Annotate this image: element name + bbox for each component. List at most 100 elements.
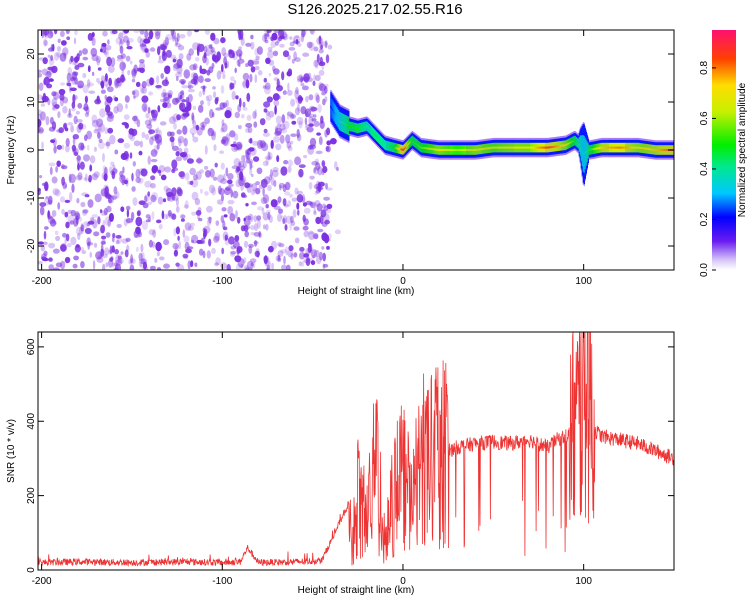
ridge-peak bbox=[512, 146, 514, 149]
speckle-dot bbox=[127, 69, 131, 76]
speckle-dot bbox=[163, 92, 171, 101]
speckle-dot bbox=[38, 118, 42, 128]
speckle-dot bbox=[192, 105, 197, 111]
speckle-dot bbox=[116, 58, 124, 62]
ridge-peak bbox=[540, 146, 542, 149]
speckle-dot bbox=[109, 257, 114, 262]
speckle-dot bbox=[177, 91, 185, 101]
speckle-dot bbox=[264, 34, 271, 40]
ridge-peak bbox=[576, 141, 579, 144]
speckle-dot bbox=[142, 102, 148, 112]
speckle-dot bbox=[267, 151, 271, 161]
speckle-dot bbox=[83, 177, 87, 181]
speckle-dot bbox=[267, 46, 273, 52]
speckle-dot bbox=[93, 231, 100, 237]
speckle-dot bbox=[141, 80, 147, 89]
speckle-dot bbox=[189, 127, 197, 135]
speckle-dot bbox=[242, 72, 250, 81]
speckle-dot bbox=[105, 44, 112, 51]
speckle-dot bbox=[149, 136, 154, 146]
snr-y-tick-label: 600 bbox=[26, 338, 37, 355]
speckle-dot bbox=[99, 228, 105, 234]
ridge-peak bbox=[429, 147, 431, 150]
speckle-dot bbox=[38, 127, 44, 134]
ridge-peak bbox=[396, 147, 399, 150]
speckle-dot bbox=[270, 36, 275, 42]
ridge-peak bbox=[383, 142, 385, 145]
ridge-peak bbox=[355, 126, 357, 129]
ridge-peak bbox=[607, 146, 609, 149]
speckle-dot bbox=[63, 122, 68, 129]
speckle-dot bbox=[265, 57, 271, 64]
speckle-dot bbox=[326, 127, 331, 136]
ridge-peak bbox=[564, 144, 567, 147]
speckle-dot bbox=[162, 88, 167, 97]
spectrogram-x-axis: -200 -100 0 100 bbox=[32, 30, 592, 287]
ridge-peak bbox=[469, 149, 471, 151]
speckle-dot bbox=[296, 128, 300, 139]
speckle-dot bbox=[71, 183, 75, 193]
speckle-dot bbox=[235, 263, 241, 270]
speckle-dot bbox=[262, 160, 269, 167]
speckle-dot bbox=[162, 102, 168, 108]
speckle-dot bbox=[177, 235, 180, 241]
ridge-peak bbox=[476, 148, 478, 151]
ridge-peak bbox=[339, 120, 341, 123]
ridge-peak bbox=[372, 131, 374, 133]
speckle-dot bbox=[57, 202, 61, 210]
speckle-dot bbox=[199, 122, 205, 130]
speckle-dot bbox=[144, 30, 149, 39]
speckle-dot bbox=[163, 263, 170, 269]
speckle-dot bbox=[232, 190, 239, 199]
speckle-dot bbox=[279, 43, 285, 48]
speckle-dot bbox=[115, 235, 122, 239]
speckle-dot bbox=[45, 70, 52, 79]
speckle-dot bbox=[74, 56, 79, 63]
ridge-peak bbox=[627, 146, 629, 149]
speckle-dot bbox=[71, 107, 76, 112]
speckle-dot bbox=[107, 127, 114, 134]
speckle-dot bbox=[225, 167, 229, 177]
speckle-dot bbox=[199, 169, 204, 174]
speckle-dot bbox=[275, 143, 282, 151]
speckle-dot bbox=[105, 232, 111, 238]
speckle-dot bbox=[42, 57, 48, 65]
speckle-dot bbox=[206, 219, 211, 227]
speckle-dot bbox=[254, 240, 258, 247]
ridge-peak bbox=[413, 141, 416, 144]
speckle-dot bbox=[165, 187, 173, 198]
ridge-peak bbox=[517, 146, 519, 149]
spectrogram-x-axis-label: Height of straight line (km) bbox=[298, 286, 415, 297]
speckle-dot bbox=[294, 187, 299, 195]
ridge-peak bbox=[522, 146, 524, 149]
speckle-dot bbox=[131, 90, 136, 95]
speckle-dot bbox=[126, 40, 130, 47]
speckle-dot bbox=[145, 51, 151, 58]
speckle-dot bbox=[181, 99, 187, 103]
speckle-dot bbox=[221, 136, 227, 143]
ridge-peak bbox=[345, 123, 347, 126]
speckle-dot bbox=[82, 209, 89, 214]
speckle-dot bbox=[105, 104, 111, 114]
speckle-dot bbox=[139, 30, 145, 35]
speckle-dot bbox=[90, 47, 98, 57]
speckle-dot bbox=[318, 61, 326, 67]
ridge-peak bbox=[543, 146, 545, 149]
speckle-dot bbox=[236, 49, 243, 57]
speckle-dot bbox=[309, 30, 316, 35]
speckle-dot bbox=[139, 59, 145, 64]
speckle-dot bbox=[277, 30, 284, 38]
speckle-dot bbox=[136, 210, 141, 217]
ridge-peak bbox=[622, 146, 624, 149]
speckle-dot bbox=[227, 206, 234, 215]
colorbar-tick-label: 0.6 bbox=[699, 111, 710, 125]
speckle-dot bbox=[233, 79, 237, 85]
speckle-dot bbox=[313, 167, 317, 173]
ridge-peak bbox=[604, 146, 606, 149]
speckle-dot bbox=[230, 252, 236, 257]
speckle-dot bbox=[76, 154, 81, 165]
speckle-dot bbox=[65, 233, 70, 242]
speckle-dot bbox=[168, 116, 176, 124]
speckle-dot bbox=[304, 117, 308, 125]
speckle-dot bbox=[228, 236, 235, 245]
